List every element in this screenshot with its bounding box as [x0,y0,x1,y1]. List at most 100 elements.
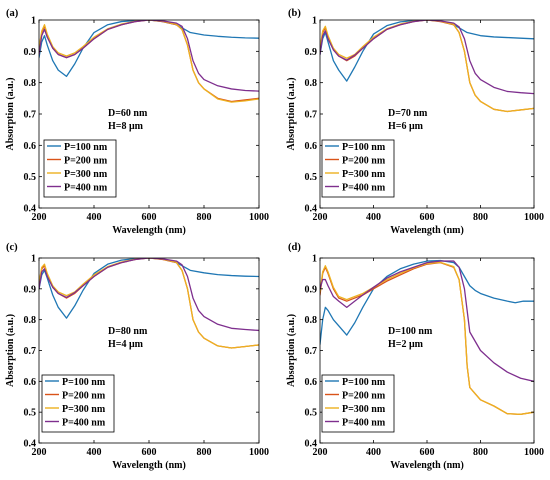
annotation-text: D=60 nm [108,108,148,119]
x-tick-label: 600 [142,447,157,458]
x-tick-label: 1000 [524,212,544,223]
x-tick-label: 200 [313,212,328,223]
y-tick-label: 0.8 [24,315,37,326]
panel-c: (c) 200 400 600 800 1000 0.4 0.5 0.6 0.7 0.8 0.9 1 Wa… [5,242,269,471]
y-tick-label: 0.8 [24,78,37,89]
annotation-text: D=100 nm [388,326,433,337]
y-tick-label: 0.9 [24,47,37,58]
legend-label: P=300 nm [342,169,386,180]
y-tick-label: 0.5 [24,408,37,419]
legend-label: P=300 nm [62,404,106,415]
y-tick-label: 1 [312,16,317,27]
x-tick-label: 1000 [249,212,269,223]
y-axis-label: Absorption (a.u.) [5,314,16,387]
series-line-1 [39,258,259,319]
y-tick-label: 0.4 [24,439,37,450]
legend-label: P=100 nm [342,377,386,388]
y-tick-label: 0.5 [305,408,318,419]
legend-label: P=200 nm [64,156,108,167]
legend-label: P=400 nm [64,183,108,194]
legend-label: P=200 nm [342,156,386,167]
panel-d: (d) 200 400 600 800 1000 0.4 0.5 0.6 0.7 0.8 0.9 1 Wa… [286,242,544,471]
y-tick-label: 0.8 [305,315,318,326]
panel-label: (b) [288,8,301,19]
y-tick-label: 0.5 [24,172,37,183]
x-tick-label: 800 [197,447,212,458]
series-line-3 [39,258,259,349]
legend-box [41,374,115,433]
series-group [39,258,259,349]
x-tick-label: 1000 [249,447,269,458]
annotation-text: H=6 μm [388,121,424,132]
x-tick-label: 200 [32,212,47,223]
y-axis-label: Absorption (a.u.) [286,77,297,150]
series-group [320,20,534,113]
annotation-text: H=2 μm [388,339,424,350]
legend-label: P=300 nm [342,404,386,415]
series-line-1 [39,20,259,78]
legend-label: P=400 nm [342,183,386,194]
legend-box [321,139,395,198]
y-tick-label: 0.4 [305,439,318,450]
series-line-3 [320,261,534,415]
series-line-4 [320,260,534,382]
x-tick-label: 600 [420,212,435,223]
series-line-3 [320,20,534,113]
annotation-text: H=4 μm [108,339,144,350]
y-tick-label: 0.7 [24,346,37,357]
panel-a: (a) 200 400 600 800 1000 0.4 0.5 0.6 0.7 0.8 0.9 1 Wa… [5,8,269,236]
y-tick-label: 1 [31,254,36,265]
panel-b: (b) 200 400 600 800 1000 0.4 0.5 0.6 0.7 0.8 0.9 1 Wa… [286,8,544,236]
legend-label: P=400 nm [342,418,386,429]
y-tick-label: 0.9 [305,284,318,295]
x-tick-label: 600 [142,212,157,223]
y-tick-label: 0.9 [24,284,37,295]
annotation-text: D=70 nm [388,108,428,119]
x-tick-label: 200 [313,447,328,458]
x-tick-label: 600 [420,447,435,458]
series-line-2 [39,20,259,103]
annotation-text: D=80 nm [108,326,148,337]
panel-label: (d) [288,242,301,253]
legend-label: P=100 nm [64,142,108,153]
annotation-text: H=8 μm [108,121,144,132]
x-tick-label: 400 [366,212,381,223]
series-line-2 [320,20,534,113]
y-tick-label: 0.6 [305,377,318,388]
x-axis-label: Wavelength (nm) [390,225,464,236]
legend-label: P=100 nm [62,377,106,388]
y-tick-label: 0.4 [24,204,37,215]
series-line-1 [320,20,534,82]
x-tick-label: 800 [473,447,488,458]
y-tick-label: 0.4 [305,204,318,215]
x-axis-label: Wavelength (nm) [390,460,464,471]
x-tick-label: 800 [473,212,488,223]
x-tick-label: 400 [366,447,381,458]
x-axis-label: Wavelength (nm) [112,460,186,471]
series-line-4 [39,258,259,332]
y-tick-label: 0.8 [305,78,318,89]
series-line-3 [39,20,259,103]
y-axis-label: Absorption (a.u.) [286,314,297,387]
series-line-4 [39,20,259,92]
series-line-4 [320,20,534,95]
legend-box [321,374,395,433]
series-group [320,259,534,415]
y-tick-label: 0.7 [24,110,37,121]
series-group [39,20,259,103]
y-tick-label: 0.6 [24,141,37,152]
legend-label: P=200 nm [342,391,386,402]
y-tick-label: 0.7 [305,346,318,357]
y-tick-label: 0.7 [305,110,318,121]
y-tick-label: 0.9 [305,47,318,58]
legend-label: P=100 nm [342,142,386,153]
legend-label: P=300 nm [64,169,108,180]
y-tick-label: 1 [31,16,36,27]
series-line-2 [39,258,259,349]
y-tick-label: 0.6 [305,141,318,152]
panel-label: (c) [6,242,18,253]
x-tick-label: 1000 [524,447,544,458]
y-tick-label: 0.6 [24,377,37,388]
series-line-1 [320,259,534,345]
x-tick-label: 400 [87,212,102,223]
